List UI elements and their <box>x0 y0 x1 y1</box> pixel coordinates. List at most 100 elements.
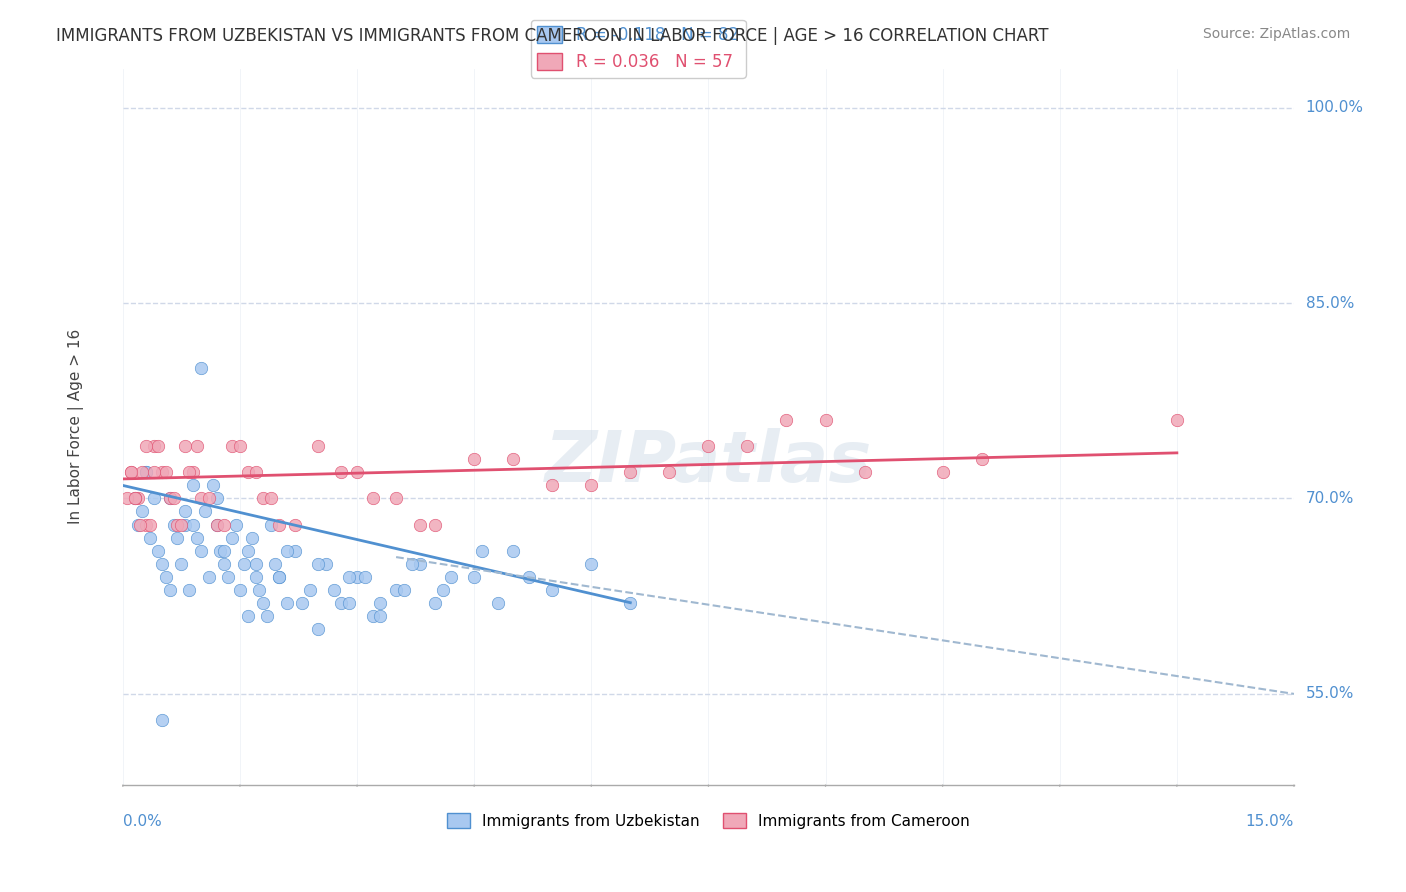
Text: IMMIGRANTS FROM UZBEKISTAN VS IMMIGRANTS FROM CAMEROON IN LABOR FORCE | AGE > 16: IMMIGRANTS FROM UZBEKISTAN VS IMMIGRANTS… <box>56 27 1049 45</box>
Immigrants from Cameroon <box>236 466 259 480</box>
Immigrants from Uzbekistan <box>143 491 166 506</box>
Immigrants from Cameroon <box>174 439 197 453</box>
Immigrants from Cameroon <box>408 517 430 532</box>
Immigrants from Cameroon <box>131 466 153 480</box>
Immigrants from Cameroon <box>181 466 204 480</box>
Immigrants from Cameroon <box>146 439 169 453</box>
Immigrants from Uzbekistan <box>214 557 236 571</box>
Immigrants from Uzbekistan <box>174 504 197 518</box>
Immigrants from Cameroon <box>120 466 142 480</box>
Immigrants from Cameroon <box>221 439 243 453</box>
Immigrants from Uzbekistan <box>201 478 224 492</box>
Immigrants from Uzbekistan <box>217 569 239 583</box>
Immigrants from Uzbekistan <box>249 582 271 597</box>
Immigrants from Cameroon <box>307 439 329 453</box>
Immigrants from Uzbekistan <box>423 596 446 610</box>
Immigrants from Uzbekistan <box>267 569 290 583</box>
Immigrants from Uzbekistan <box>276 543 298 558</box>
Immigrants from Uzbekistan <box>307 557 329 571</box>
Immigrants from Uzbekistan <box>541 582 564 597</box>
Immigrants from Cameroon <box>541 478 564 492</box>
Immigrants from Uzbekistan <box>236 608 259 623</box>
Immigrants from Uzbekistan <box>322 582 344 597</box>
Immigrants from Cameroon <box>775 413 797 427</box>
Immigrants from Uzbekistan <box>139 531 162 545</box>
Immigrants from Uzbekistan <box>225 517 247 532</box>
Immigrants from Uzbekistan <box>155 569 177 583</box>
Immigrants from Cameroon <box>124 491 146 506</box>
Immigrants from Uzbekistan <box>440 569 463 583</box>
Immigrants from Uzbekistan <box>307 622 329 636</box>
Immigrants from Uzbekistan <box>166 531 188 545</box>
Text: In Labor Force | Age > 16: In Labor Force | Age > 16 <box>67 329 84 524</box>
Immigrants from Uzbekistan <box>150 557 173 571</box>
Immigrants from Cameroon <box>135 439 157 453</box>
Immigrants from Uzbekistan <box>346 569 368 583</box>
Immigrants from Uzbekistan <box>170 557 193 571</box>
Immigrants from Uzbekistan <box>229 582 252 597</box>
Immigrants from Cameroon <box>159 491 181 506</box>
Immigrants from Cameroon <box>124 491 146 506</box>
Immigrants from Uzbekistan <box>146 543 169 558</box>
Immigrants from Uzbekistan <box>370 596 392 610</box>
Immigrants from Uzbekistan <box>194 504 217 518</box>
Immigrants from Cameroon <box>814 413 837 427</box>
Immigrants from Uzbekistan <box>159 582 181 597</box>
Immigrants from Uzbekistan <box>174 517 197 532</box>
Immigrants from Cameroon <box>150 466 173 480</box>
Immigrants from Uzbekistan <box>276 596 298 610</box>
Immigrants from Cameroon <box>1166 413 1188 427</box>
Immigrants from Cameroon <box>385 491 408 506</box>
Immigrants from Cameroon <box>190 491 212 506</box>
Text: 15.0%: 15.0% <box>1246 814 1294 829</box>
Text: 55.0%: 55.0% <box>1306 686 1354 701</box>
Immigrants from Uzbekistan <box>337 569 360 583</box>
Immigrants from Uzbekistan <box>236 543 259 558</box>
Text: Source: ZipAtlas.com: Source: ZipAtlas.com <box>1202 27 1350 41</box>
Immigrants from Uzbekistan <box>190 543 212 558</box>
Immigrants from Cameroon <box>139 517 162 532</box>
Immigrants from Uzbekistan <box>471 543 494 558</box>
Immigrants from Uzbekistan <box>162 517 184 532</box>
Immigrants from Cameroon <box>330 466 353 480</box>
Immigrants from Cameroon <box>135 517 157 532</box>
Immigrants from Cameroon <box>143 466 166 480</box>
Immigrants from Cameroon <box>115 491 138 506</box>
Immigrants from Cameroon <box>619 466 641 480</box>
Immigrants from Uzbekistan <box>432 582 454 597</box>
Immigrants from Cameroon <box>170 517 193 532</box>
Immigrants from Uzbekistan <box>245 557 267 571</box>
Immigrants from Uzbekistan <box>299 582 322 597</box>
Text: 70.0%: 70.0% <box>1306 491 1354 506</box>
Immigrants from Uzbekistan <box>291 596 314 610</box>
Immigrants from Uzbekistan <box>619 596 641 610</box>
Immigrants from Uzbekistan <box>186 531 208 545</box>
Immigrants from Uzbekistan <box>361 608 384 623</box>
Immigrants from Cameroon <box>737 439 759 453</box>
Immigrants from Cameroon <box>127 491 149 506</box>
Immigrants from Uzbekistan <box>181 478 204 492</box>
Immigrants from Uzbekistan <box>252 596 274 610</box>
Immigrants from Cameroon <box>252 491 274 506</box>
Immigrants from Uzbekistan <box>486 596 509 610</box>
Immigrants from Uzbekistan <box>221 531 243 545</box>
Immigrants from Uzbekistan <box>581 557 603 571</box>
Immigrants from Cameroon <box>931 466 953 480</box>
Text: 100.0%: 100.0% <box>1306 100 1364 115</box>
Immigrants from Cameroon <box>423 517 446 532</box>
Immigrants from Uzbekistan <box>401 557 423 571</box>
Immigrants from Cameroon <box>179 466 201 480</box>
Immigrants from Uzbekistan <box>502 543 524 558</box>
Immigrants from Cameroon <box>120 466 142 480</box>
Immigrants from Uzbekistan <box>330 596 353 610</box>
Immigrants from Cameroon <box>229 439 252 453</box>
Immigrants from Uzbekistan <box>315 557 337 571</box>
Immigrants from Uzbekistan <box>150 713 173 727</box>
Immigrants from Uzbekistan <box>214 543 236 558</box>
Immigrants from Uzbekistan <box>197 569 219 583</box>
Legend: Immigrants from Uzbekistan, Immigrants from Cameroon: Immigrants from Uzbekistan, Immigrants f… <box>441 806 976 835</box>
Immigrants from Uzbekistan <box>260 517 283 532</box>
Immigrants from Uzbekistan <box>245 569 267 583</box>
Immigrants from Cameroon <box>697 439 720 453</box>
Immigrants from Cameroon <box>260 491 283 506</box>
